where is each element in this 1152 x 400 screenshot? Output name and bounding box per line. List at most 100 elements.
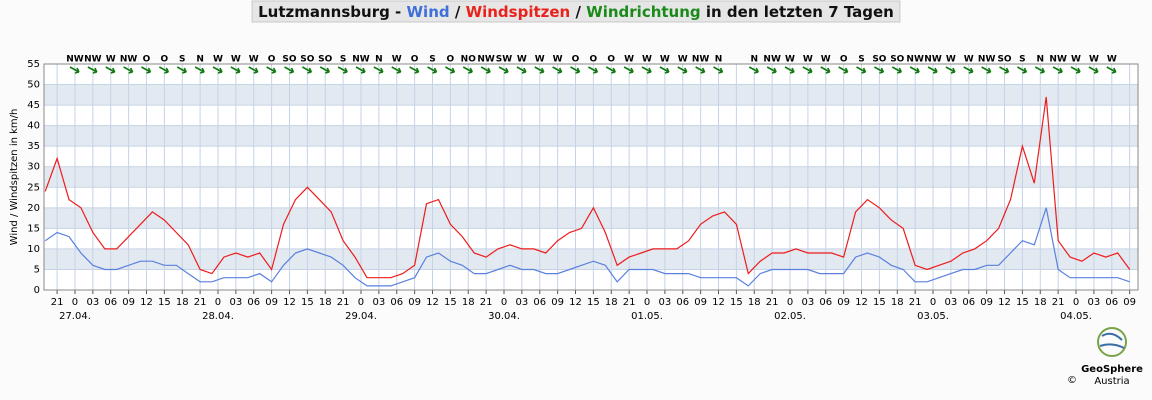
x-tick-label: 21: [480, 297, 493, 308]
direction-arrow: [1088, 66, 1099, 74]
direction-label: W: [1071, 55, 1081, 65]
y-tick-label: 20: [27, 203, 40, 214]
x-tick-label: 21: [766, 297, 779, 308]
direction-label: W: [785, 55, 795, 65]
direction-label: NW: [120, 55, 138, 65]
x-tick-label: 09: [694, 297, 707, 308]
date-label: 28.04.: [202, 311, 234, 322]
x-tick-label: 21: [1052, 297, 1065, 308]
direction-label: NW: [692, 55, 710, 65]
chart-title: Lutzmannsburg - Wind / Windspitzen / Win…: [258, 3, 894, 21]
direction-label: W: [946, 55, 956, 65]
logo: [1097, 327, 1127, 357]
x-tick-label: 09: [408, 297, 421, 308]
plot-frame: [43, 63, 1139, 291]
direction-arrow: [337, 66, 348, 74]
x-tick-label: 06: [390, 297, 403, 308]
direction-label: W: [213, 55, 223, 65]
y-tick-label: 25: [27, 182, 40, 193]
direction-label: O: [607, 55, 615, 65]
logo-name: GeoSphere: [1081, 364, 1143, 375]
x-tick-label: 03: [802, 297, 815, 308]
direction-label: NW: [66, 55, 84, 65]
x-tick-label: 06: [676, 297, 689, 308]
y-tick-label: 55: [27, 59, 40, 70]
title-part: in den letzten 7 Tagen: [701, 3, 894, 21]
direction-label: W: [660, 55, 670, 65]
direction-label: O: [161, 55, 169, 65]
direction-arrow: [1034, 66, 1045, 74]
x-tick-label: 18: [891, 297, 904, 308]
direction-arrow: [659, 66, 670, 74]
y-axis-label: Wind / Windspitzen in km/h: [9, 109, 20, 246]
x-tick-label: 15: [587, 297, 600, 308]
direction-label: W: [535, 55, 545, 65]
direction-arrow: [141, 66, 152, 74]
logo-icon: [1097, 327, 1127, 357]
direction-arrow: [158, 66, 170, 74]
y-tick-label: 5: [34, 264, 40, 275]
x-tick-label: 15: [444, 297, 457, 308]
x-tick-label: 18: [748, 297, 761, 308]
x-tick-label: 03: [373, 297, 386, 308]
direction-label: O: [590, 55, 598, 65]
y-tick-label: 45: [27, 100, 40, 111]
direction-arrow: [498, 66, 509, 74]
direction-arrow: [605, 66, 616, 74]
direction-label: W: [517, 55, 527, 65]
direction-arrow: [105, 66, 116, 74]
x-tick-label: 0: [215, 297, 221, 308]
direction-arrow: [945, 66, 956, 74]
direction-label: S: [340, 55, 346, 65]
x-tick-label: 15: [301, 297, 314, 308]
direction-arrow: [427, 66, 438, 74]
x-tick-label: 12: [712, 297, 725, 308]
direction-label: SO: [300, 55, 314, 65]
direction-arrow: [1052, 66, 1063, 74]
direction-arrow: [713, 66, 724, 74]
direction-label: S: [858, 55, 864, 65]
date-label: 29.04.: [345, 311, 377, 322]
title-part: Windspitzen: [466, 3, 571, 21]
title-part: /: [570, 3, 586, 21]
direction-label: W: [624, 55, 634, 65]
direction-arrow: [963, 66, 974, 74]
direction-arrow: [802, 66, 813, 74]
x-tick-label: 18: [1034, 297, 1047, 308]
direction-label: NW: [477, 55, 495, 65]
x-tick-label: 12: [283, 297, 296, 308]
direction-arrow: [1070, 66, 1081, 74]
x-tick-label: 06: [1105, 297, 1118, 308]
grid-band: [44, 84, 1138, 106]
direction-arrow: [480, 66, 491, 74]
direction-arrow: [534, 66, 545, 74]
direction-label: N: [1037, 55, 1045, 65]
x-tick-label: 18: [319, 297, 332, 308]
direction-label: SO: [890, 55, 904, 65]
direction-arrow: [391, 66, 402, 74]
date-label: 27.04.: [59, 311, 91, 322]
direction-label: NO: [461, 55, 477, 65]
y-tick-label: 50: [27, 80, 40, 91]
x-tick-label: 21: [623, 297, 636, 308]
direction-label: W: [678, 55, 688, 65]
direction-arrow: [981, 66, 992, 74]
x-tick-label: 12: [855, 297, 868, 308]
direction-arrow: [927, 66, 938, 74]
series-line: [44, 96, 1131, 279]
copyright: ©: [1067, 375, 1077, 386]
x-tick-label: 06: [533, 297, 546, 308]
logo-icon: [1099, 332, 1125, 349]
direction-label: W: [821, 55, 831, 65]
direction-arrow: [587, 66, 599, 74]
direction-arrow: [999, 66, 1010, 74]
grid-band: [44, 248, 1138, 270]
x-tick-label: 0: [930, 297, 936, 308]
direction-arrow: [1017, 66, 1028, 74]
grid-band: [44, 125, 1138, 147]
direction-arrow: [891, 66, 902, 74]
x-tick-label: 0: [72, 297, 78, 308]
direction-arrow: [266, 66, 277, 74]
x-tick-label: 09: [1123, 297, 1136, 308]
x-tick-label: 12: [140, 297, 153, 308]
